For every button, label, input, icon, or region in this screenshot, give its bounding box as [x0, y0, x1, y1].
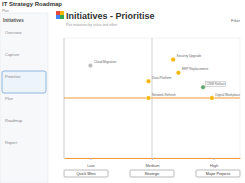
icon-part [56, 15, 60, 19]
icon-part [60, 15, 64, 19]
button-label[interactable]: Quick Wins [76, 172, 95, 176]
point[interactable] [88, 63, 93, 68]
points [88, 57, 214, 100]
point-labels: Cloud Migration Data Platform Security Upg… [94, 54, 240, 96]
point-label: ERP Replacement [182, 67, 208, 71]
point-label: Cloud Migration [94, 60, 117, 64]
x-tick-mark [90, 158, 91, 160]
sidebar-item[interactable]: Report [5, 140, 18, 145]
button-label[interactable]: Major Projects [206, 172, 230, 176]
x-tick: Medium [145, 158, 160, 168]
x-tick: Low [87, 158, 94, 168]
point-label: Digital Workplace [215, 93, 240, 97]
point-label: Security Upgrade [177, 54, 202, 58]
filter[interactable]: Filter [231, 18, 241, 23]
screen: IT Strategy Roadmap Plan Initiatives Overvi… [0, 0, 245, 183]
sidebar-item[interactable]: Prioritise [5, 74, 21, 79]
sidebar-item[interactable]: Overview [5, 30, 22, 35]
page-subtitle: Plot initiatives by value and effort [66, 23, 117, 27]
sidebar: Initiatives Overview Capture Prioritise Plan… [0, 13, 48, 183]
point-label: CRM Rollout [207, 82, 225, 86]
page-header: Initiatives - Prioritise Plot initiatives… [56, 11, 241, 27]
page-title: Initiatives - Prioritise [66, 11, 155, 21]
sidebar-title: Initiatives [3, 18, 24, 23]
app-title: IT Strategy Roadmap [2, 1, 62, 7]
x-tick-label: Medium [145, 163, 160, 168]
point[interactable] [146, 79, 151, 84]
sidebar-item[interactable]: Roadmap [5, 118, 23, 123]
x-tick-label: Low [87, 163, 94, 168]
button[interactable] [196, 170, 240, 177]
app-subtitle: Plan [2, 9, 9, 13]
buttons: Quick Wins Strategic Major Projects [64, 170, 240, 177]
x-axis-line [65, 158, 241, 159]
sidebar-item[interactable]: Capture [5, 52, 20, 57]
point[interactable] [201, 85, 206, 90]
point-label: Network Refresh [152, 93, 176, 97]
title-icon [56, 11, 64, 19]
x-tick-mark [214, 158, 215, 160]
button[interactable] [64, 170, 108, 177]
tooltip-box [206, 81, 226, 86]
icon-part [56, 11, 60, 15]
point[interactable] [210, 96, 215, 101]
y-axis-line [64, 38, 65, 158]
sidebar-selected[interactable] [2, 71, 46, 93]
x-tick: High [210, 158, 218, 168]
point[interactable] [146, 96, 151, 101]
chart: Low Medium High Cloud Migration Data Platfor… [64, 38, 241, 168]
x-axis: Low Medium High [65, 158, 241, 168]
button-label[interactable]: Strategic [145, 172, 160, 176]
x-tick-mark [152, 158, 153, 160]
plot-frame [64, 38, 240, 158]
x-tick-label: High [210, 163, 218, 168]
icon-part [60, 11, 64, 15]
sidebar-bg [0, 13, 48, 183]
button[interactable] [130, 170, 174, 177]
sidebar-item[interactable]: Plan [5, 96, 13, 101]
point[interactable] [171, 57, 176, 62]
point-label: Data Platform [152, 76, 172, 80]
point[interactable] [176, 71, 181, 76]
